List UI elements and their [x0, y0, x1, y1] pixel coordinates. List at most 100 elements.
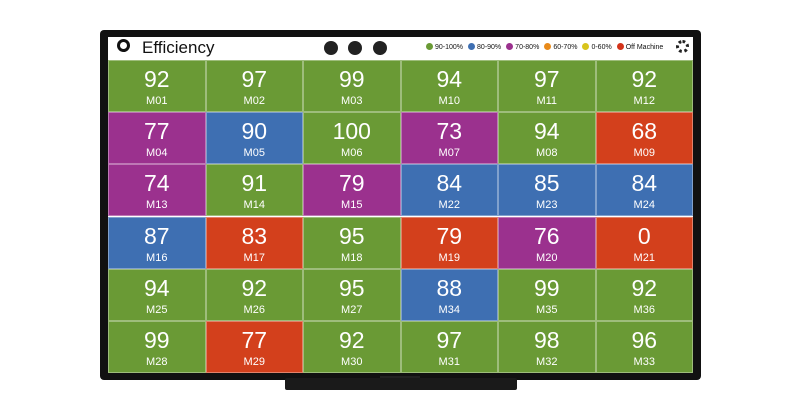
machine-label: M03 — [341, 95, 363, 108]
efficiency-value: 94 — [533, 118, 560, 145]
legend-label: 70-80% — [515, 44, 540, 51]
machine-label: M04 — [146, 147, 168, 160]
pause-button[interactable] — [348, 41, 363, 55]
logo — [117, 39, 130, 52]
machine-label: M30 — [341, 355, 363, 368]
machine-label: M35 — [536, 303, 558, 316]
efficiency-value: 76 — [533, 222, 560, 249]
machine-label: M01 — [146, 95, 168, 108]
machine-tile: 83 M17 — [205, 216, 303, 269]
tv-stand — [285, 378, 517, 390]
machine-label: M12 — [633, 95, 655, 108]
efficiency-value: 91 — [241, 170, 268, 197]
legend: 90-100% 80-90% 70-80% 60-70% 0-60% Off Machin… — [426, 43, 668, 51]
machine-label: M29 — [243, 355, 265, 368]
machine-tile: 97 M11 — [498, 60, 596, 113]
efficiency-value: 97 — [533, 66, 560, 92]
efficiency-value: 94 — [143, 274, 170, 301]
efficiency-value: 87 — [143, 222, 170, 249]
rewind-button[interactable] — [324, 41, 338, 55]
machine-tile: 95 M27 — [303, 268, 401, 321]
machine-tile: 79 M15 — [303, 164, 401, 217]
machine-tile: 90 M05 — [205, 112, 303, 165]
efficiency-value: 68 — [631, 118, 658, 145]
settings-button[interactable] — [676, 40, 689, 53]
legend-item: Off Machine — [616, 43, 663, 51]
machine-label: M22 — [438, 199, 460, 212]
efficiency-value: 100 — [332, 118, 371, 145]
machine-label: M02 — [243, 95, 265, 108]
efficiency-value: 95 — [338, 222, 365, 249]
legend-dot — [468, 43, 476, 50]
efficiency-value: 74 — [143, 170, 170, 197]
machine-tile: 92 M01 — [108, 60, 206, 113]
machine-tile: 92 M12 — [595, 60, 693, 113]
machine-tile: 68 M09 — [595, 112, 693, 165]
machine-tile: 100 M06 — [303, 112, 401, 165]
machine-label: M17 — [243, 251, 265, 264]
efficiency-value: 84 — [631, 170, 658, 197]
legend-label: 80-90% — [477, 44, 502, 51]
efficiency-value: 79 — [338, 170, 365, 197]
machine-label: M31 — [438, 355, 460, 368]
legend-item: 70-80% — [506, 43, 539, 51]
machine-tile: 74 M13 — [108, 164, 206, 217]
efficiency-value: 92 — [631, 274, 658, 301]
legend-dot — [582, 43, 590, 50]
machine-tile: 98 M32 — [498, 320, 596, 373]
machine-label: M26 — [243, 303, 265, 316]
machine-tile: 84 M22 — [400, 164, 498, 217]
machine-tile: 99 M03 — [303, 60, 401, 113]
efficiency-value: 92 — [143, 66, 170, 92]
efficiency-value: 97 — [241, 66, 268, 92]
machine-label: M07 — [438, 147, 460, 160]
legend-dot — [544, 43, 552, 50]
machine-tile: 95 M18 — [303, 216, 401, 269]
legend-item: 90-100% — [426, 43, 463, 51]
efficiency-value: 92 — [631, 66, 658, 92]
playback-controls — [324, 41, 393, 60]
machine-label: M20 — [536, 251, 558, 264]
machine-tile: 94 M08 — [498, 112, 596, 165]
machine-label: M27 — [341, 303, 363, 316]
efficiency-value: 77 — [241, 326, 268, 353]
machine-label: M13 — [146, 199, 168, 212]
machine-tile: 94 M25 — [108, 268, 206, 321]
machine-label: M09 — [633, 147, 655, 160]
machine-label: M21 — [633, 251, 655, 264]
machine-label: M06 — [341, 147, 363, 160]
efficiency-value: 73 — [436, 118, 463, 145]
legend-item: 60-70% — [544, 43, 577, 51]
machine-label: M15 — [341, 199, 363, 212]
efficiency-value: 88 — [436, 274, 463, 301]
machine-tile: 99 M35 — [498, 268, 596, 321]
machine-label: M28 — [146, 355, 168, 368]
efficiency-value: 98 — [533, 326, 560, 353]
machine-tile: 85 M23 — [498, 164, 596, 217]
machine-tile: 77 M04 — [108, 112, 206, 165]
legend-item: 80-90% — [468, 43, 501, 51]
efficiency-value: 99 — [338, 66, 365, 92]
efficiency-value: 96 — [631, 326, 658, 353]
machine-label: M18 — [341, 251, 363, 264]
forward-button[interactable] — [372, 41, 387, 55]
machine-tile: 84 M24 — [595, 164, 693, 217]
machine-tile: 92 M30 — [303, 320, 401, 373]
legend-dot — [426, 43, 433, 50]
efficiency-value: 90 — [241, 118, 268, 145]
machine-label: M10 — [438, 95, 460, 108]
machine-tile: 92 M26 — [205, 268, 303, 321]
efficiency-value: 92 — [338, 326, 365, 353]
efficiency-value: 79 — [436, 222, 463, 249]
efficiency-value: 94 — [436, 66, 463, 92]
machine-label: M05 — [243, 147, 265, 160]
legend-dot — [616, 43, 624, 50]
efficiency-value: 97 — [436, 326, 463, 353]
machine-label: M08 — [536, 147, 558, 160]
machine-tile: 79 M19 — [400, 216, 498, 269]
legend-label: 0-60% — [591, 44, 612, 51]
machine-tile: 97 M02 — [205, 60, 303, 113]
title: Efficiency — [142, 38, 215, 57]
machine-label: M34 — [438, 303, 460, 316]
